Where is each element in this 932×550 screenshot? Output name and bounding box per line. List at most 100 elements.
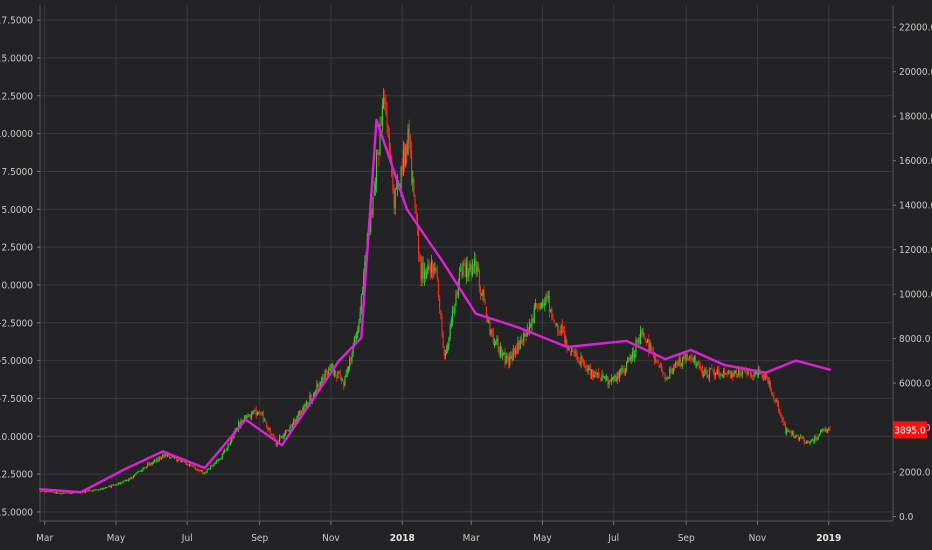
candle-body <box>719 375 721 377</box>
candle-body <box>484 303 486 305</box>
candle-body <box>349 358 351 368</box>
candle-body <box>616 373 618 382</box>
candle-body <box>386 110 388 126</box>
x-tick-label: Jul <box>607 533 619 544</box>
candle-body <box>489 321 491 336</box>
candle-body <box>827 429 829 433</box>
candle-body <box>164 454 166 457</box>
candle-body <box>449 326 451 338</box>
candle-body <box>458 272 461 281</box>
last-price-label: 3895.0 <box>894 425 926 436</box>
candle-body <box>221 453 223 459</box>
candle-body <box>267 426 269 430</box>
candle-body <box>551 308 553 318</box>
candle-body <box>131 477 133 479</box>
candle-body <box>220 458 222 460</box>
candle-body <box>371 210 373 216</box>
candle-body <box>755 371 757 374</box>
candle-body <box>575 352 577 356</box>
candle-body <box>461 271 463 276</box>
candle-body <box>418 227 420 254</box>
candle-body <box>85 490 87 493</box>
candle-body <box>532 318 534 323</box>
candle-body <box>516 348 518 355</box>
candle-body <box>196 469 198 471</box>
candle-body <box>360 295 362 312</box>
candle-body <box>465 262 468 278</box>
candle-body <box>754 372 756 374</box>
candle-body <box>426 269 428 279</box>
left-tick-label: -10.0000 <box>0 432 33 443</box>
candle-body <box>301 411 303 416</box>
candle-body <box>121 482 123 484</box>
candle-body <box>737 375 739 377</box>
candle-body <box>359 312 361 321</box>
candle-body <box>654 355 656 362</box>
candle-body <box>664 373 666 381</box>
candle-body <box>558 329 560 333</box>
candle-body <box>200 470 202 472</box>
candle-body <box>555 324 558 326</box>
candle-body <box>393 189 395 207</box>
right-tick-label: 12000.0 <box>899 245 932 256</box>
candle-body <box>450 320 452 327</box>
candle-body <box>49 491 52 493</box>
candle-body <box>213 463 215 466</box>
candle-body <box>508 357 510 364</box>
candle-body <box>135 473 137 475</box>
candle-body <box>453 312 455 313</box>
candle-body <box>127 480 129 482</box>
candle-body <box>170 457 172 459</box>
candle-body <box>824 429 826 431</box>
candle-body <box>201 470 203 474</box>
candle-body <box>690 355 692 360</box>
candle-body <box>319 382 321 389</box>
candle-body <box>752 376 754 378</box>
right-tick-label: 0.0 <box>899 512 914 523</box>
candle-body <box>442 333 444 348</box>
candle-body <box>233 433 235 439</box>
candle-body <box>191 465 193 467</box>
candle-body <box>597 371 600 376</box>
candle-body <box>443 349 445 356</box>
candle-body <box>134 475 136 477</box>
candle-body <box>205 472 207 473</box>
candle-body <box>456 292 458 295</box>
candle-body <box>675 361 677 368</box>
candle-body <box>435 267 437 270</box>
candle-body <box>124 480 126 482</box>
candle-body <box>779 408 781 414</box>
x-tick-label: Mar <box>463 533 480 544</box>
candle-body <box>375 153 378 183</box>
candle-body <box>644 339 646 341</box>
candle-body <box>330 367 332 368</box>
candle-body <box>503 353 505 355</box>
candle-body <box>269 427 271 434</box>
candle-body <box>499 346 501 356</box>
candle-body <box>495 342 497 345</box>
candle-body <box>506 356 508 359</box>
candle-body <box>728 370 730 373</box>
candle-body <box>86 490 88 492</box>
candle-body <box>505 355 507 364</box>
candle-body <box>160 457 163 459</box>
candle-body <box>587 368 589 373</box>
candle-body <box>790 431 792 435</box>
candle-body <box>472 264 475 268</box>
candle-body <box>643 332 645 339</box>
candle-body <box>324 370 326 380</box>
candle-body <box>789 431 791 433</box>
candle-body <box>144 467 146 469</box>
x-tick-label: Sep <box>678 533 695 544</box>
candle-body <box>60 492 62 494</box>
candle-body <box>716 372 718 375</box>
left-tick-label: 7.5000 <box>2 167 34 178</box>
candle-body <box>303 404 305 410</box>
candle-body <box>408 127 410 140</box>
candle-body <box>289 426 291 430</box>
candle-body <box>796 434 798 437</box>
candle-body <box>544 302 546 307</box>
candle-body <box>592 370 594 378</box>
candle-body <box>787 428 789 432</box>
candle-body <box>585 365 587 369</box>
